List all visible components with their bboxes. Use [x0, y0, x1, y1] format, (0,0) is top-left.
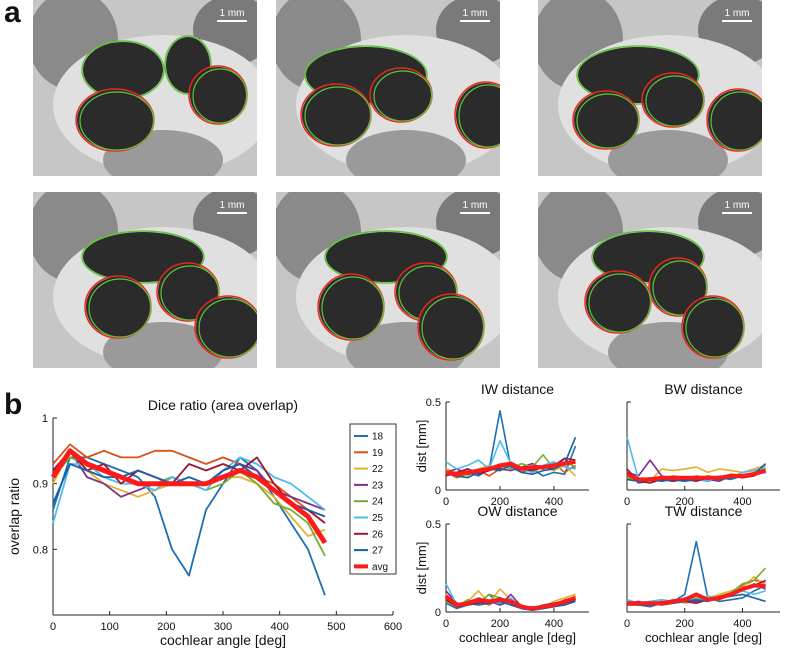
x-tick-label: 0 [624, 496, 630, 508]
scale-label: 1 mm [462, 200, 488, 211]
series-line-avg [445, 459, 576, 477]
x-tick-label: 500 [327, 621, 345, 633]
scale-bar: 1 mm [722, 8, 752, 22]
slice-picture [33, 0, 257, 176]
slice-picture [276, 192, 500, 368]
slice-picture [538, 0, 762, 176]
legend-label: avg [372, 562, 388, 573]
scale-label: 1 mm [724, 8, 750, 19]
x-axis-label: cochlear angle [deg] [645, 630, 762, 645]
y-axis-label: dist [mm] [414, 542, 429, 595]
legend-box [349, 423, 397, 575]
x-tick-label: 200 [676, 496, 694, 508]
ct-slice-image: 1 mm [276, 192, 500, 368]
series-line-avg [444, 594, 577, 611]
scale-label: 1 mm [462, 8, 488, 19]
legend-label: 25 [372, 513, 384, 524]
x-axis-label: cochlear angle [deg] [459, 630, 576, 645]
x-tick-label: 0 [50, 621, 56, 633]
scale-bar: 1 mm [217, 8, 247, 22]
x-tick-label: 400 [545, 618, 563, 630]
chart-title: Dice ratio (area overlap) [148, 397, 298, 413]
ct-slice-image: 1 mm [538, 0, 762, 176]
series-line-avg [627, 583, 766, 606]
chart-title: TW distance [665, 503, 743, 519]
y-tick-label: 0.9 [33, 479, 48, 491]
legend-label: 18 [372, 432, 384, 443]
scale-bar: 1 mm [460, 8, 490, 22]
scale-label: 1 mm [219, 200, 245, 211]
y-axis-label: dist [mm] [414, 420, 429, 473]
panel-a-label: a [4, 0, 21, 29]
x-tick-label: 0 [624, 618, 630, 630]
scale-bar: 1 mm [722, 200, 752, 214]
ct-slice-image: 1 mm [276, 0, 500, 176]
y-tick-label: 0 [435, 485, 441, 497]
x-tick-label: 400 [733, 496, 751, 508]
chart-title: OW distance [477, 503, 557, 519]
y-axis-label: overlap ratio [6, 478, 22, 555]
series-line-avg [50, 448, 328, 545]
panel-b-label: b [4, 388, 23, 421]
y-tick-label: 0.5 [426, 397, 441, 409]
series-line-19 [52, 443, 326, 524]
scale-bar: 1 mm [217, 200, 247, 214]
legend-label: 19 [372, 448, 384, 459]
x-tick-label: 400 [733, 618, 751, 630]
y-tick-label: 0.5 [426, 519, 441, 531]
slice-picture [276, 0, 500, 176]
legend-label: 24 [372, 497, 384, 508]
x-tick-label: 200 [157, 621, 175, 633]
series-line-18 [626, 540, 766, 608]
x-tick-label: 100 [100, 621, 118, 633]
slice-picture [538, 192, 762, 368]
x-tick-label: 200 [676, 618, 694, 630]
x-tick-label: 200 [491, 496, 509, 508]
chart-title: IW distance [481, 381, 554, 397]
scale-label: 1 mm [219, 8, 245, 19]
x-tick-label: 400 [270, 621, 288, 633]
ct-slice-image: 1 mm [33, 192, 257, 368]
legend-label: 22 [372, 464, 384, 475]
x-axis-label: cochlear angle [deg] [160, 632, 286, 648]
y-tick-label: 0.8 [33, 544, 48, 556]
series-line-18 [52, 456, 326, 596]
ct-slice-image: 1 mm [33, 0, 257, 176]
x-tick-label: 0 [443, 618, 449, 630]
legend-label: 23 [372, 480, 384, 491]
y-tick-label: 1 [42, 413, 48, 425]
chart-title: BW distance [664, 381, 743, 397]
slice-picture [33, 192, 257, 368]
x-tick-label: 400 [545, 496, 563, 508]
x-tick-label: 600 [384, 621, 402, 633]
y-tick-label: 0 [435, 607, 441, 619]
series-line-avg [626, 468, 767, 482]
legend-label: 27 [372, 546, 384, 557]
legend-label: 26 [372, 529, 384, 540]
x-tick-label: 0 [443, 496, 449, 508]
x-tick-label: 300 [214, 621, 232, 633]
ct-slice-image: 1 mm [538, 192, 762, 368]
scale-bar: 1 mm [460, 200, 490, 214]
scale-label: 1 mm [724, 200, 750, 211]
x-tick-label: 200 [491, 618, 509, 630]
